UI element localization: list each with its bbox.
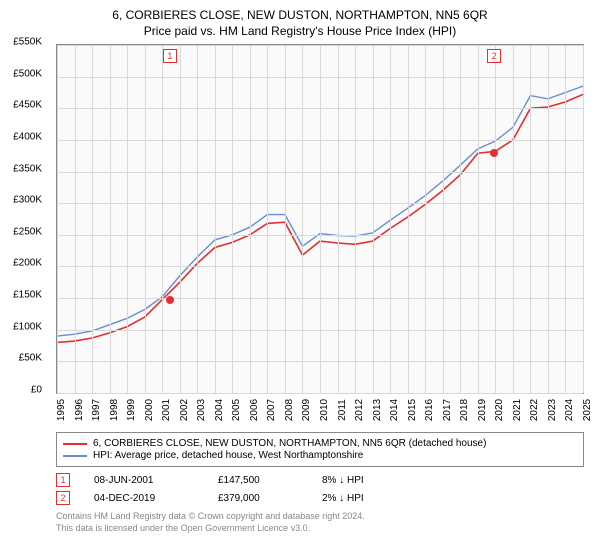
transaction-point: [166, 296, 174, 304]
legend-item: 6, CORBIERES CLOSE, NEW DUSTON, NORTHAMP…: [63, 438, 577, 449]
x-tick-label: 2022: [529, 399, 540, 421]
x-axis: 1995 1996 1997 1998 1999 2000 2001 2002 2003 2004…: [56, 394, 584, 422]
row-price: £379,000: [218, 493, 298, 504]
y-tick-label: £450K: [13, 100, 42, 111]
x-tick-label: 2011: [337, 399, 348, 421]
x-tick-label: 2020: [494, 399, 505, 421]
x-tick-label: 2023: [547, 399, 558, 421]
row-date: 08-JUN-2001: [94, 475, 194, 486]
x-tick-label: 2002: [179, 399, 190, 421]
transaction-marker: 1: [163, 49, 177, 63]
row-date: 04-DEC-2019: [94, 493, 194, 504]
footer-line-1: Contains HM Land Registry data © Crown c…: [56, 511, 590, 523]
x-tick-label: 2017: [442, 399, 453, 421]
legend: 6, CORBIERES CLOSE, NEW DUSTON, NORTHAMP…: [56, 432, 584, 467]
x-tick-label: 2025: [582, 399, 593, 421]
y-tick-label: £400K: [13, 131, 42, 142]
x-tick-label: 2021: [512, 399, 523, 421]
transaction-point: [490, 149, 498, 157]
x-tick-label: 2015: [407, 399, 418, 421]
y-axis: £0£50K£100K£150K£200K£250K£300K£350K£400…: [0, 42, 44, 390]
footer-line-2: This data is licensed under the Open Gov…: [56, 523, 590, 535]
legend-swatch: [63, 455, 87, 457]
x-tick-label: 2003: [196, 399, 207, 421]
legend-label: HPI: Average price, detached house, West…: [93, 450, 363, 461]
x-tick-label: 2018: [459, 399, 470, 421]
row-price: £147,500: [218, 475, 298, 486]
plot-area: 12: [56, 44, 584, 394]
x-tick-label: 2013: [372, 399, 383, 421]
x-tick-label: 1998: [109, 399, 120, 421]
x-tick-label: 2014: [389, 399, 400, 421]
y-tick-label: £250K: [13, 226, 42, 237]
x-tick-label: 1996: [74, 399, 85, 421]
legend-label: 6, CORBIERES CLOSE, NEW DUSTON, NORTHAMP…: [93, 438, 486, 449]
y-tick-label: £0: [31, 385, 42, 396]
y-tick-label: £150K: [13, 290, 42, 301]
x-tick-label: 2019: [477, 399, 488, 421]
transaction-marker: 2: [487, 49, 501, 63]
x-tick-label: 2004: [214, 399, 225, 421]
row-pct: 8% ↓ HPI: [322, 475, 412, 486]
x-tick-label: 2005: [231, 399, 242, 421]
y-tick-label: £550K: [13, 37, 42, 48]
row-pct: 2% ↓ HPI: [322, 493, 412, 504]
y-tick-label: £50K: [19, 353, 42, 364]
footer: Contains HM Land Registry data © Crown c…: [56, 511, 590, 534]
table-row: 1 08-JUN-2001 £147,500 8% ↓ HPI: [56, 473, 590, 487]
chart-title: 6, CORBIERES CLOSE, NEW DUSTON, NORTHAMP…: [10, 8, 590, 22]
x-tick-label: 2000: [144, 399, 155, 421]
chart-subtitle: Price paid vs. HM Land Registry's House …: [10, 24, 590, 38]
x-tick-label: 1999: [126, 399, 137, 421]
x-tick-label: 2009: [301, 399, 312, 421]
chart-container: 6, CORBIERES CLOSE, NEW DUSTON, NORTHAMP…: [0, 0, 600, 560]
x-tick-label: 2016: [424, 399, 435, 421]
x-tick-label: 2001: [161, 399, 172, 421]
row-marker: 2: [56, 491, 70, 505]
y-tick-label: £200K: [13, 258, 42, 269]
x-tick-label: 2010: [319, 399, 330, 421]
x-tick-label: 1995: [56, 399, 67, 421]
y-tick-label: £300K: [13, 195, 42, 206]
legend-item: HPI: Average price, detached house, West…: [63, 450, 577, 461]
x-tick-label: 2008: [284, 399, 295, 421]
x-tick-label: 2024: [564, 399, 575, 421]
legend-swatch: [63, 443, 87, 445]
transaction-table: 1 08-JUN-2001 £147,500 8% ↓ HPI 2 04-DEC-2019…: [56, 473, 590, 505]
row-marker: 1: [56, 473, 70, 487]
y-tick-label: £350K: [13, 163, 42, 174]
x-tick-label: 2007: [266, 399, 277, 421]
x-tick-label: 2012: [354, 399, 365, 421]
y-tick-label: £100K: [13, 321, 42, 332]
table-row: 2 04-DEC-2019 £379,000 2% ↓ HPI: [56, 491, 590, 505]
x-tick-label: 1997: [91, 399, 102, 421]
y-tick-label: £500K: [13, 68, 42, 79]
x-tick-label: 2006: [249, 399, 260, 421]
